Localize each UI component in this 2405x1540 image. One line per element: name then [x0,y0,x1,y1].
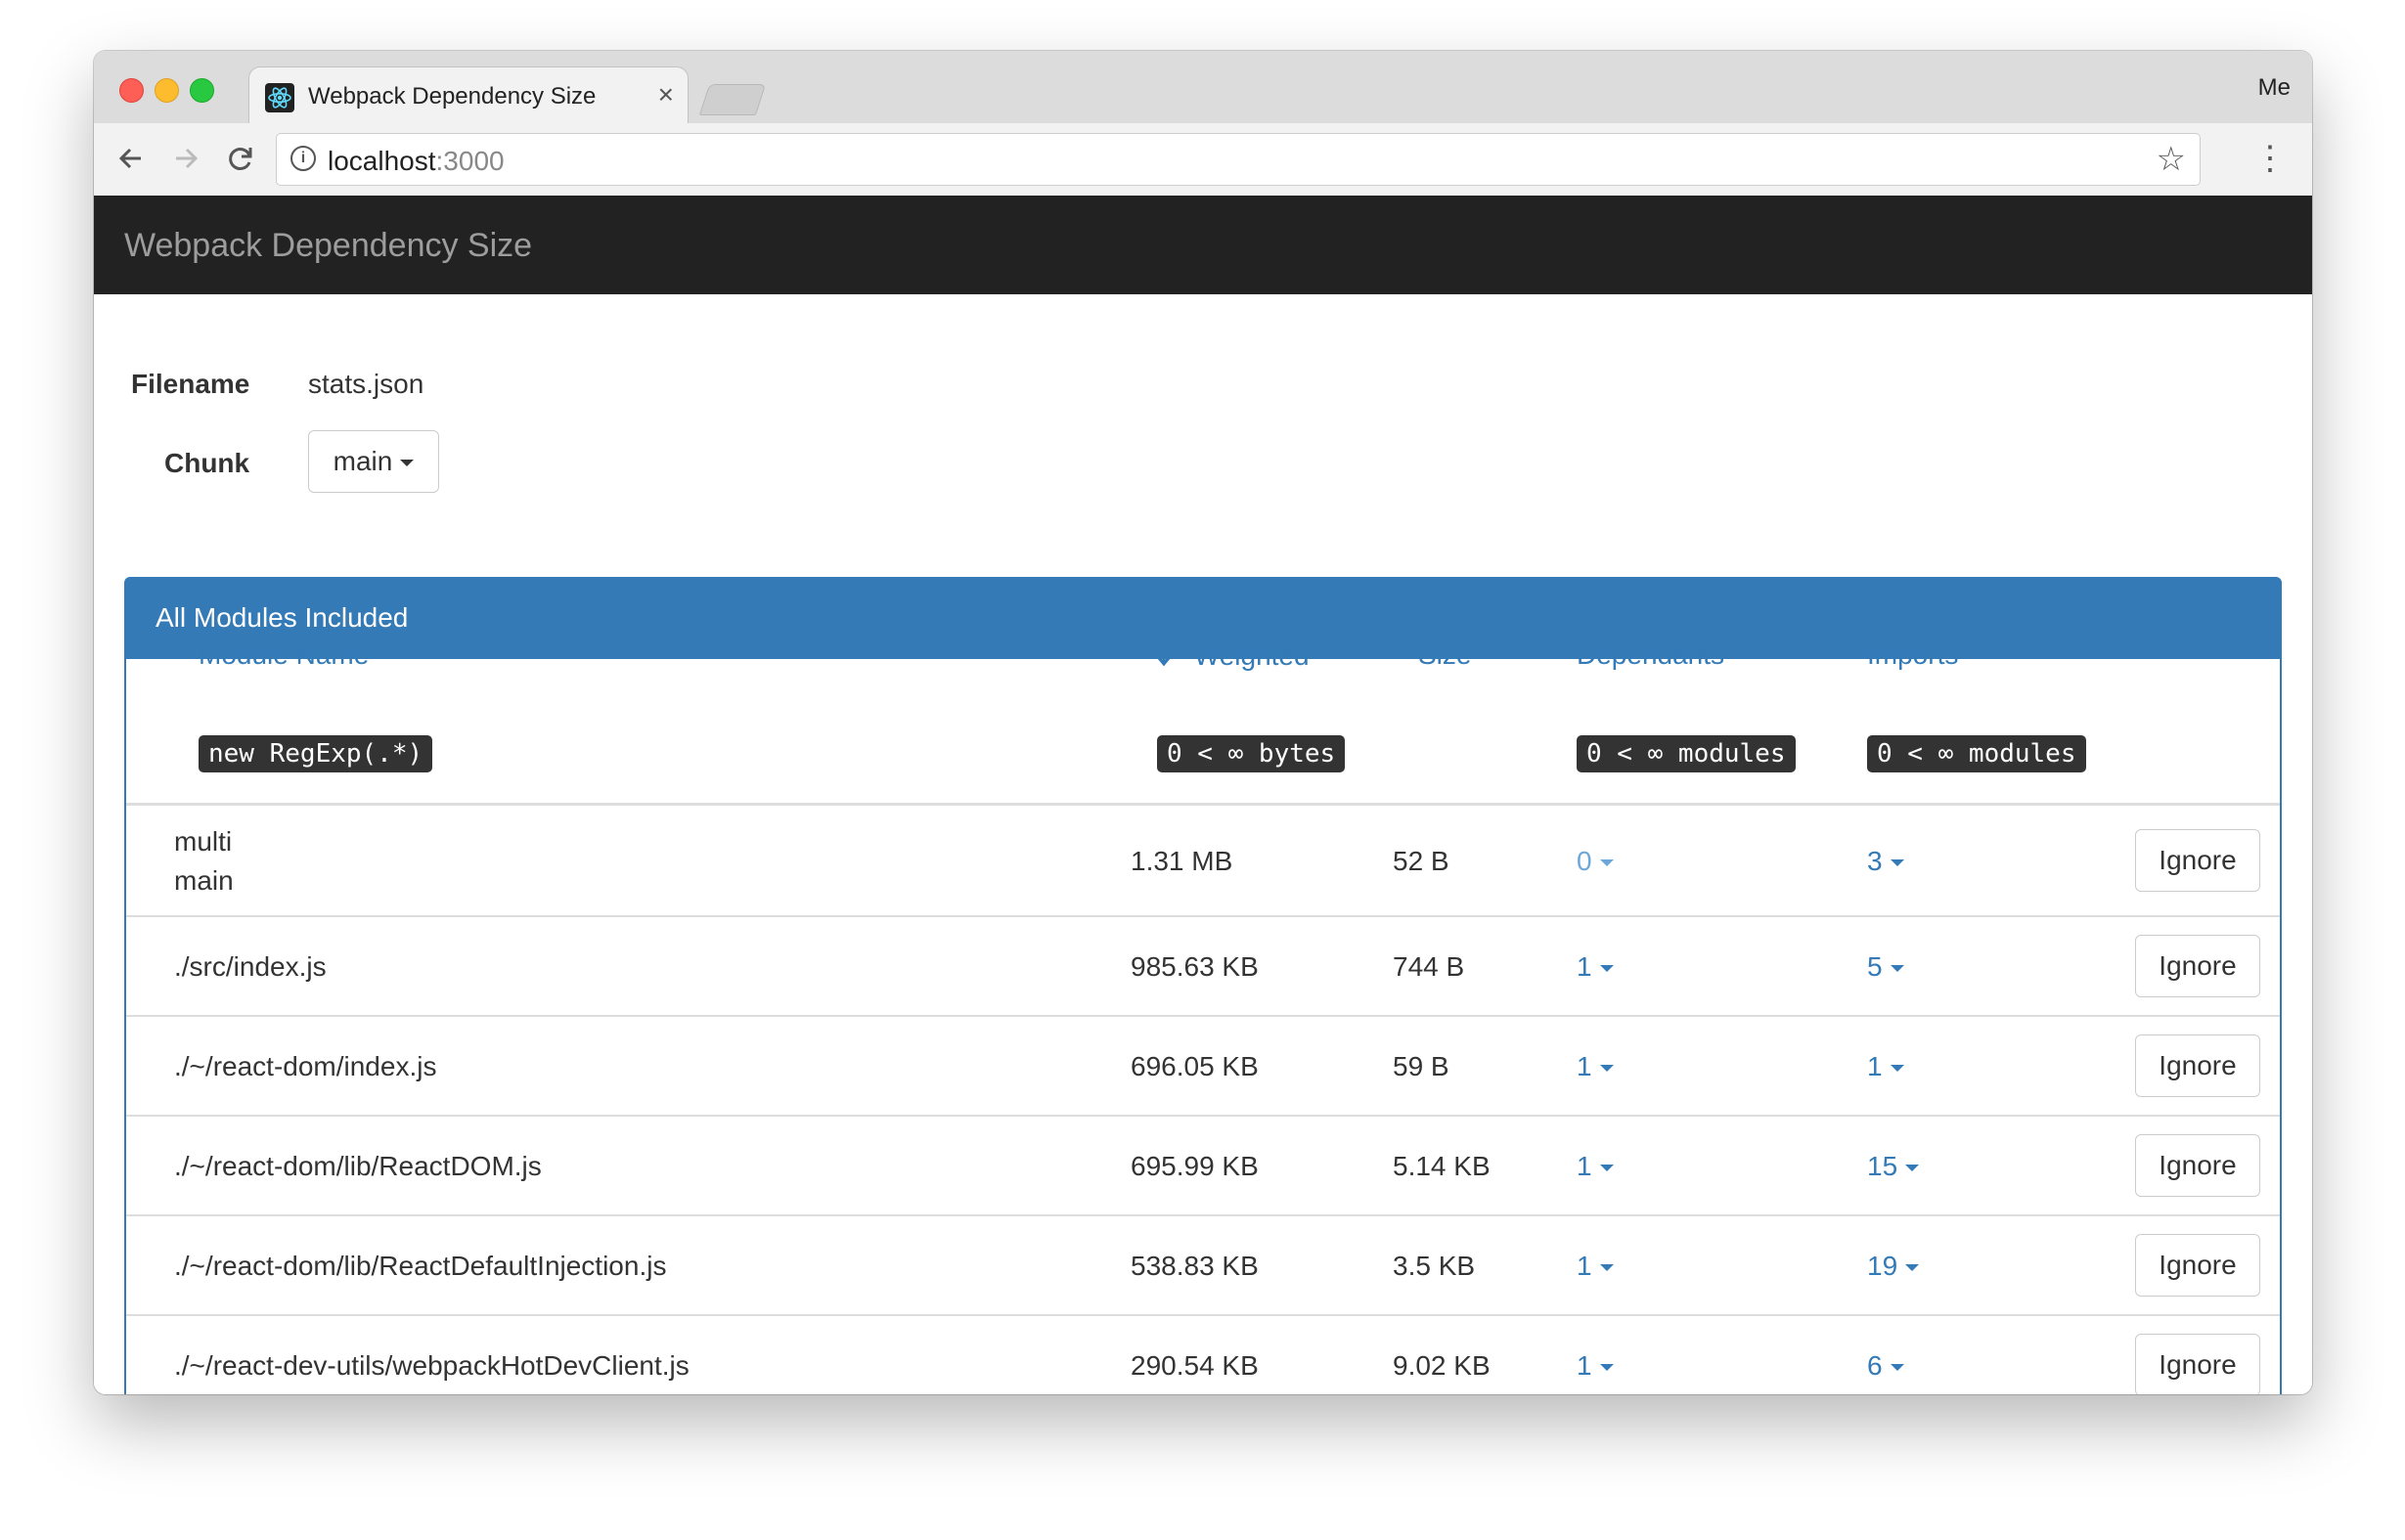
column-header-module-name[interactable]: Module Name [199,639,370,670]
caret-down-icon [1890,965,1904,973]
weighted-value: 538.83 KB [1131,1251,1259,1281]
dependants-dropdown[interactable]: 0 [1577,846,1614,877]
size-value: 5.14 KB [1393,1151,1491,1181]
size-value: 3.5 KB [1393,1251,1476,1281]
size-value: 52 B [1393,846,1449,876]
ignore-button[interactable]: Ignore [2135,1234,2260,1297]
app-navbar: Webpack Dependency Size [94,196,2312,294]
react-favicon-icon [265,83,294,112]
ignore-button[interactable]: Ignore [2135,829,2260,892]
imports-dropdown[interactable]: 15 [1867,1151,1920,1182]
reload-icon[interactable] [221,139,260,178]
caret-down-icon [1599,1264,1614,1272]
panel-title: All Modules Included [156,602,409,633]
weighted-value: 985.63 KB [1131,951,1259,982]
tab-strip: Webpack Dependency Size × Me [94,51,2312,124]
chunk-select-button[interactable]: main [308,430,439,493]
tab-title: Webpack Dependency Size [308,83,597,110]
caret-down-icon [1905,1165,1920,1172]
imports-dropdown[interactable]: 5 [1867,951,1904,983]
size-value: 59 B [1393,1051,1449,1081]
dependants-filter[interactable]: 0 < ∞ modules [1577,735,1796,772]
close-window-button[interactable] [119,78,144,103]
chunk-label: Chunk [164,448,250,478]
module-name: ./~/react-dom/lib/ReactDOM.js [174,1151,542,1181]
tab-close-icon[interactable]: × [657,79,674,110]
browser-window: Webpack Dependency Size × Me i localhost… [94,51,2312,1394]
ignore-button[interactable]: Ignore [2135,1034,2260,1097]
module-name-filter[interactable]: new RegExp(.*) [199,735,433,772]
ignore-button[interactable]: Ignore [2135,1334,2260,1394]
chunk-select-value: main [333,446,393,476]
row-divider [126,915,2280,917]
caret-down-icon [1599,1165,1614,1172]
info-icon[interactable]: i [290,146,316,171]
ignore-button[interactable]: Ignore [2135,935,2260,997]
row-divider [126,1314,2280,1316]
size-value: 9.02 KB [1393,1350,1491,1381]
caret-down-icon [1890,859,1904,867]
dependants-dropdown[interactable]: 1 [1577,1350,1614,1382]
module-name: ./src/index.js [174,951,327,982]
caret-down-icon [1890,1364,1904,1372]
row-divider [126,1115,2280,1117]
column-header-size[interactable]: Size [1418,639,1472,670]
caret-down-icon [1599,1364,1614,1372]
weighted-value: 290.54 KB [1131,1350,1259,1381]
imports-dropdown[interactable]: 1 [1867,1051,1904,1082]
minimize-window-button[interactable] [155,78,179,103]
maximize-window-button[interactable] [190,78,214,103]
column-header-weighted-label: Weighted [1193,640,1310,671]
row-divider [126,1015,2280,1017]
address-bar[interactable]: i localhost:3000 ☆ [276,133,2201,186]
column-header-imports[interactable]: Imports [1867,639,1959,670]
module-name: ./~/react-dom/index.js [174,1051,437,1081]
caret-down-icon [1905,1264,1920,1272]
weighted-filter[interactable]: 0 < ∞ bytes [1157,735,1346,772]
menu-dots-icon[interactable]: ⋮ [2253,140,2287,177]
browser-tab[interactable]: Webpack Dependency Size × [248,66,689,124]
imports-dropdown[interactable]: 3 [1867,846,1904,877]
dependants-dropdown[interactable]: 1 [1577,951,1614,983]
column-header-weighted[interactable]: Weighted [1157,639,1310,672]
dependants-dropdown[interactable]: 1 [1577,1251,1614,1282]
sort-desc-icon [1157,640,1194,671]
caret-down-icon [1599,965,1614,973]
module-name-line2: main [174,865,234,896]
browser-toolbar: i localhost:3000 ☆ ⋮ [94,123,2312,197]
column-header-dependants[interactable]: Dependants [1577,639,1725,670]
weighted-value: 695.99 KB [1131,1151,1259,1181]
weighted-value: 696.05 KB [1131,1051,1259,1081]
new-tab-button[interactable] [698,84,767,115]
dependants-dropdown[interactable]: 1 [1577,1051,1614,1082]
caret-down-icon [1599,1065,1614,1073]
dependants-dropdown[interactable]: 1 [1577,1151,1614,1182]
weighted-value: 1.31 MB [1131,846,1233,876]
caret-down-icon [1599,859,1614,867]
imports-dropdown[interactable]: 6 [1867,1350,1904,1382]
page-content: Webpack Dependency Size Filename stats.j… [94,196,2312,1394]
profile-button[interactable]: Me [2257,74,2291,101]
row-divider [126,1214,2280,1216]
back-arrow-icon[interactable] [111,139,151,178]
forward-arrow-icon[interactable] [166,139,205,178]
modules-panel: All Modules Included [124,577,2282,1394]
imports-filter[interactable]: 0 < ∞ modules [1867,735,2086,772]
ignore-button[interactable]: Ignore [2135,1134,2260,1197]
filename-label: Filename [131,369,250,399]
bookmark-star-icon[interactable]: ☆ [2156,141,2186,178]
module-name: ./~/react-dev-utils/webpackHotDevClient.… [174,1350,690,1381]
header-divider [126,803,2280,806]
size-value: 744 B [1393,951,1465,982]
url-text[interactable]: localhost:3000 [328,146,505,176]
caret-down-icon [1890,1065,1904,1073]
module-name: ./~/react-dom/lib/ReactDefaultInjection.… [174,1251,667,1281]
app-brand[interactable]: Webpack Dependency Size [124,227,533,264]
filename-value: stats.json [308,369,424,399]
panel-heading: All Modules Included [126,579,2280,659]
module-name: multi [174,826,233,857]
caret-down-icon [400,460,415,467]
imports-dropdown[interactable]: 19 [1867,1251,1920,1282]
